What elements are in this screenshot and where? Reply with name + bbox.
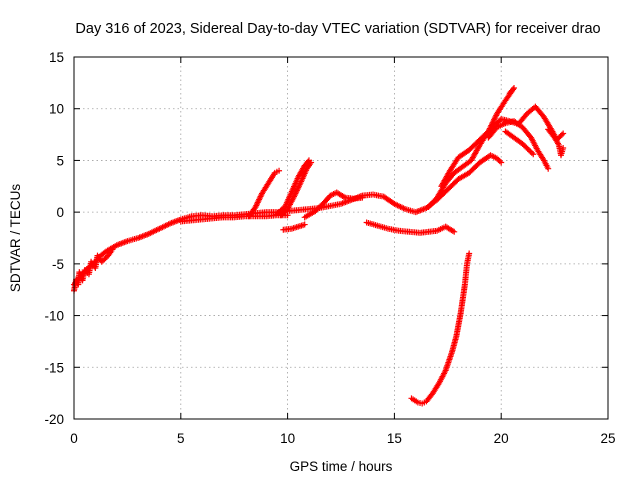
data-point — [530, 151, 537, 158]
grid — [74, 57, 608, 419]
series-upper-3 — [485, 118, 552, 172]
y-tick-label: -20 — [44, 412, 64, 427]
data-point — [276, 167, 283, 174]
series-early-noise — [71, 246, 116, 294]
data-point-fill — [528, 149, 535, 156]
chart-title: Day 316 of 2023, Sidereal Day-to-day VTE… — [75, 21, 600, 37]
series-upper-2 — [438, 103, 567, 190]
y-tick-label: -10 — [44, 309, 64, 324]
series-dip-10 — [280, 221, 308, 233]
x-tick-label: 5 — [177, 431, 185, 446]
series-mid-arc — [301, 189, 366, 221]
y-tick-label: -5 — [52, 257, 64, 272]
x-tick-label: 20 — [494, 431, 509, 446]
data-point — [560, 145, 567, 152]
data-point — [305, 157, 312, 164]
data-point-fill — [304, 158, 311, 165]
data-point — [284, 212, 291, 219]
data-point — [466, 250, 473, 257]
plot-frame — [73, 56, 609, 420]
y-tick-label: 0 — [56, 205, 64, 220]
data-point-fill — [524, 145, 531, 152]
data-point — [301, 221, 308, 228]
series-upper-4 — [502, 128, 537, 158]
x-tick-label: 25 — [600, 431, 615, 446]
data-point-fill — [558, 131, 565, 138]
data-point — [545, 165, 552, 172]
series-branch-9 — [246, 167, 283, 220]
data-marks — [71, 85, 567, 407]
series-low-arc — [363, 219, 458, 236]
y-tick-label: 5 — [56, 153, 64, 168]
series-branch-10b — [273, 157, 312, 218]
series-tail-23 — [545, 126, 567, 159]
axis-ticks: 0 5 10 15 20 25 -20 -15 -10 -5 0 5 10 15 — [44, 50, 615, 446]
series-drop — [408, 250, 473, 407]
x-tick-label: 10 — [280, 431, 295, 446]
data-point — [498, 159, 505, 166]
y-tick-label: -15 — [44, 360, 64, 375]
data-point — [451, 228, 458, 235]
x-axis-label: GPS time / hours — [290, 459, 393, 474]
data-point-fill — [507, 88, 514, 95]
y-tick-label: 15 — [49, 50, 64, 65]
x-tick-label: 0 — [70, 431, 78, 446]
y-axis-label: SDTVAR / TECUs — [8, 184, 23, 293]
data-point — [359, 194, 366, 201]
data-point — [109, 246, 116, 253]
data-point — [506, 90, 513, 97]
y-tick-label: 10 — [49, 102, 64, 117]
data-point-fill — [496, 158, 503, 165]
x-tick-label: 15 — [387, 431, 402, 446]
data-point — [560, 130, 567, 137]
